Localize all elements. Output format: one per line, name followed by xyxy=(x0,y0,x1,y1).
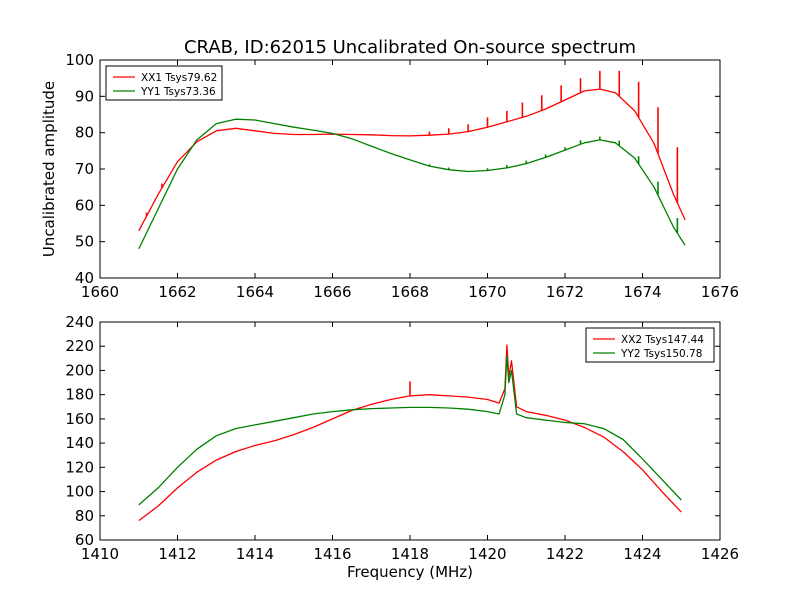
legend xyxy=(105,65,223,101)
y-tick-label: 90 xyxy=(75,87,94,105)
x-tick-label: 1666 xyxy=(313,283,351,301)
y-tick-label: 80 xyxy=(75,124,94,142)
x-tick-label: 1674 xyxy=(623,283,661,301)
x-tick-label: 1672 xyxy=(546,283,584,301)
x-tick-label: 1676 xyxy=(701,283,739,301)
y-tick-label: 40 xyxy=(75,269,94,287)
x-tick-label: 1660 xyxy=(81,283,119,301)
y-tick-label: 70 xyxy=(75,160,94,178)
y-tick-label: 60 xyxy=(75,531,94,549)
y-tick-label: 100 xyxy=(65,483,94,501)
y-tick-label: 100 xyxy=(65,51,94,69)
series-line-1 xyxy=(138,88,686,232)
x-tick-label: 1668 xyxy=(391,283,429,301)
top-panel: 1660 1662 1664 1666 1668 1670 1672 1674 1676 40 50… xyxy=(65,51,739,301)
chart-title: CRAB, ID:62015 Uncalibrated On-source sp… xyxy=(184,37,636,58)
y-axis-label: Uncalibrated amplitude xyxy=(40,81,58,257)
x-tick-label: 1662 xyxy=(158,283,196,301)
y-tick-label: 50 xyxy=(75,233,94,251)
x-tick-label: 1424 xyxy=(623,545,661,563)
x-tick-label: 1418 xyxy=(391,545,429,563)
legend-label: XX2 Tsys147.44 xyxy=(621,334,704,346)
legend-label: XX1 Tsys79.62 xyxy=(141,72,217,84)
series-line-2 xyxy=(138,355,682,506)
x-tick-label: 1426 xyxy=(701,545,739,563)
legend xyxy=(585,327,715,363)
y-tick-label: 180 xyxy=(65,386,94,404)
x-tick-label: 1416 xyxy=(313,545,351,563)
bottom-panel: 1410 1412 1414 1416 1418 1420 1422 1424 1426 60 80… xyxy=(65,313,739,563)
x-tick-label: 1412 xyxy=(158,545,196,563)
y-tick-label: 140 xyxy=(65,434,94,452)
y-tick-label: 120 xyxy=(65,458,94,476)
x-tick-label: 1422 xyxy=(546,545,584,563)
series-line-2 xyxy=(138,118,686,250)
x-tick-label: 1410 xyxy=(81,545,119,563)
x-tick-label: 1414 xyxy=(236,545,274,563)
y-tick-label: 60 xyxy=(75,196,94,214)
y-tick-label: 240 xyxy=(65,313,94,331)
y-tick-label: 80 xyxy=(75,507,94,525)
y-tick-label: 200 xyxy=(65,361,94,379)
x-axis-label: Frequency (MHz) xyxy=(347,563,473,581)
legend-label: YY2 Tsys150.78 xyxy=(620,348,702,360)
y-tick-label: 220 xyxy=(65,337,94,355)
x-tick-label: 1664 xyxy=(236,283,274,301)
y-tick-label: 160 xyxy=(65,410,94,428)
x-tick-label: 1420 xyxy=(468,545,506,563)
x-tick-label: 1670 xyxy=(468,283,506,301)
legend-label: YY1 Tsys73.36 xyxy=(140,86,216,98)
